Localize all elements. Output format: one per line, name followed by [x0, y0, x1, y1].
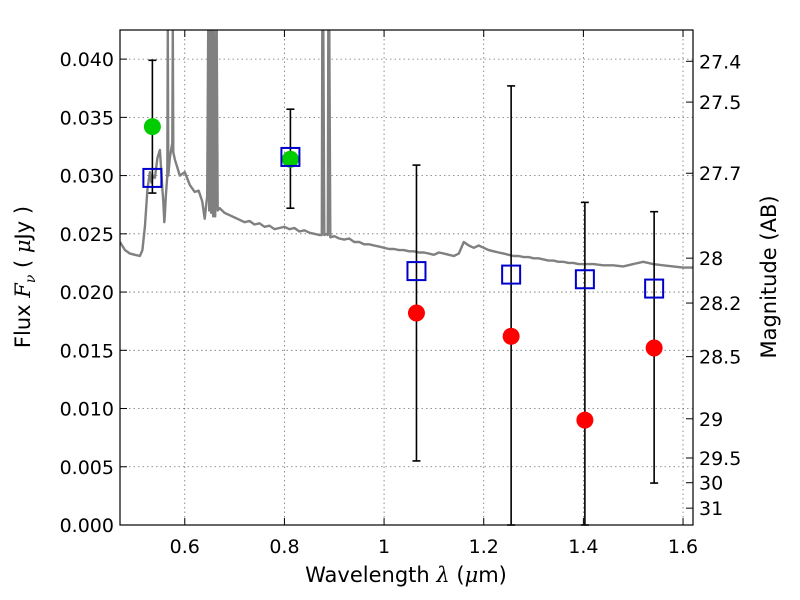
red-point: [576, 411, 594, 429]
x-axis-label-unit-symbol: μ: [465, 563, 479, 587]
y2-tick-label: 27.4: [699, 51, 741, 73]
y-tick-label: 0.020: [60, 282, 114, 304]
spectrum-layer: [120, 30, 693, 269]
y2-tick-label: 30: [699, 473, 723, 495]
y2-axis-label: Magnitude (AB): [757, 195, 781, 358]
model-square: [280, 146, 301, 167]
x-axis-label-unit-open: (: [450, 563, 465, 587]
y2-tick-label: 27.7: [699, 163, 741, 185]
x-axis-label: Wavelength λ (μm): [305, 563, 507, 587]
x-axis-label-symbol: λ: [435, 563, 449, 587]
green-point: [281, 150, 299, 168]
y-axis-label: Flux Fν ( μJy ): [11, 206, 39, 348]
model-points-layer: [142, 146, 665, 299]
plot-frame: [119, 29, 694, 526]
y2-tick-label: 29.5: [699, 448, 741, 470]
y-axis-label-unit-symbol: μ: [11, 239, 35, 253]
model-square: [406, 261, 427, 282]
model-square: [501, 264, 522, 285]
y-tick-label: 0.035: [60, 107, 114, 129]
model-square: [142, 167, 163, 188]
y-tick-label: 0.040: [60, 49, 114, 71]
x-axis-label-unit-close: m): [478, 563, 507, 587]
x-tick-label: 1.6: [668, 536, 698, 558]
y2-tick-label: 28.2: [699, 293, 741, 315]
y-tick-label: 0.000: [60, 515, 114, 537]
y2-tick-label: 29: [699, 409, 723, 431]
red-point: [407, 304, 425, 322]
observed-points-layer: [143, 118, 663, 429]
red-point: [645, 339, 663, 357]
y-tick-label: 0.030: [60, 166, 114, 188]
y2-tick-label: 27.5: [699, 92, 741, 114]
y-tick-label: 0.005: [60, 457, 114, 479]
x-tick-label: 1.2: [469, 536, 499, 558]
y-axis-label-subscript: ν: [23, 274, 39, 283]
y-tick-label: 0.010: [60, 399, 114, 421]
axis-ticks: 0.6 0.8 1 1.2 1.4 1.6 0.000 0.005 0.010 0.015 0.02…: [60, 30, 741, 558]
y-tick-label: 0.025: [60, 224, 114, 246]
y2-tick-label: 28: [699, 248, 723, 270]
x-tick-label: 1: [378, 536, 390, 558]
y-tick-label: 0.015: [60, 340, 114, 362]
y-axis-label-symbol: F: [11, 282, 35, 299]
y2-tick-label: 28.5: [699, 347, 741, 369]
x-axis-label-prefix: Wavelength: [305, 563, 436, 587]
spectrum-line: [120, 30, 693, 269]
y2-tick-label: 31: [699, 498, 723, 520]
y-axis-label-prefix: Flux: [11, 298, 35, 348]
x-tick-label: 0.8: [269, 536, 299, 558]
green-point: [143, 118, 161, 136]
y-axis-label-unit-open: (: [11, 253, 35, 275]
model-square: [644, 278, 665, 299]
y-axis-label-unit-close: Jy ): [11, 206, 35, 242]
red-point: [502, 327, 520, 345]
x-tick-label: 0.6: [170, 536, 200, 558]
x-tick-label: 1.4: [568, 536, 598, 558]
model-square: [574, 269, 595, 290]
